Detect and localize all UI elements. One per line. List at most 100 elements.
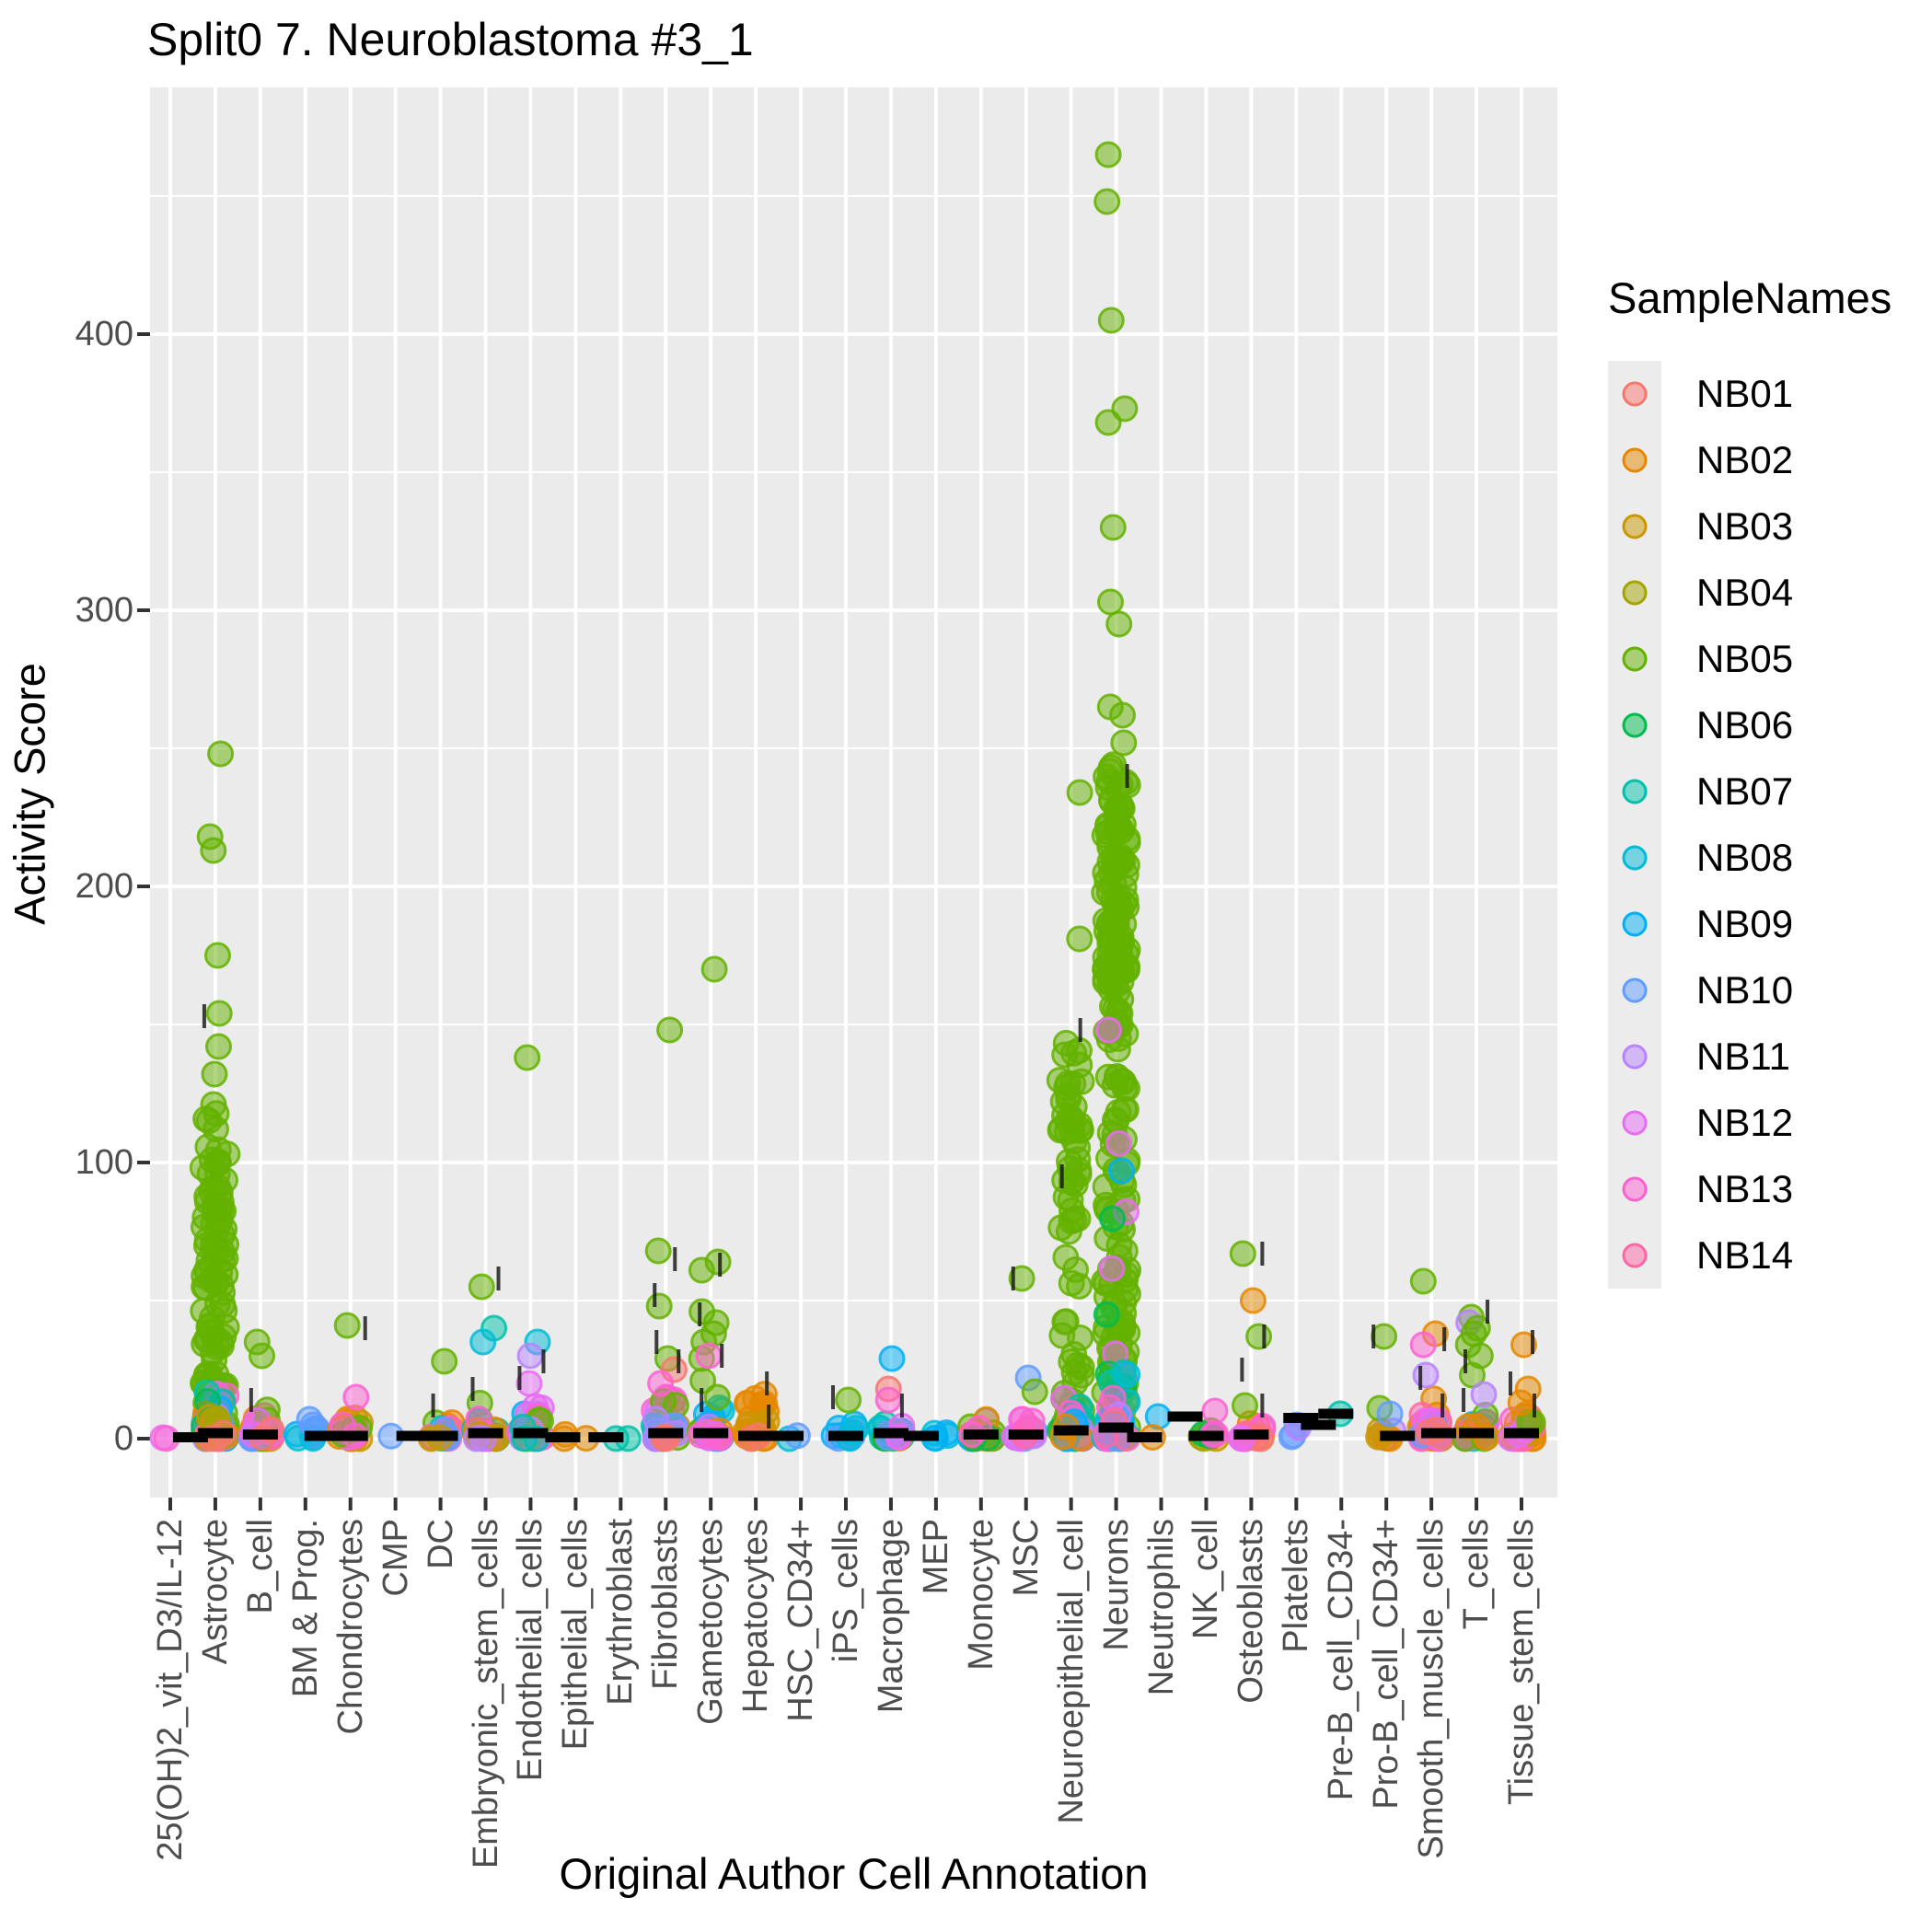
median-bar (738, 1430, 774, 1441)
legend-item-NB05: NB05 (1696, 637, 1794, 680)
data-point (342, 1383, 370, 1411)
legend-item-NB11: NB11 (1696, 1035, 1790, 1078)
median-bar (1380, 1430, 1416, 1441)
data-point (1055, 1218, 1082, 1245)
data-point (1510, 1331, 1537, 1359)
legend-item-NB09: NB09 (1696, 902, 1794, 945)
median-bar (1008, 1429, 1044, 1440)
median-bar (769, 1430, 804, 1441)
x-tick-label: DC (421, 1519, 460, 1569)
median-bar (1188, 1430, 1224, 1441)
median-bar (1504, 1428, 1539, 1439)
data-point (249, 1342, 275, 1370)
y-tick-label-200: 200 (75, 867, 133, 906)
data-point (1103, 794, 1130, 822)
data-point (205, 1033, 232, 1060)
x-tick-label: CMP (376, 1519, 415, 1597)
data-point (1470, 1381, 1498, 1408)
x-tick-label: T_cells (1457, 1519, 1497, 1630)
data-point (1103, 1064, 1130, 1092)
chart-title: Split0 7. Neuroblastoma #3_1 (147, 14, 754, 65)
median-bar (873, 1428, 908, 1439)
legend-item-NB07: NB07 (1696, 769, 1794, 813)
median-bar (1167, 1411, 1203, 1422)
data-point (1097, 588, 1124, 616)
x-tick-label: Smooth_muscle_cells (1412, 1519, 1452, 1859)
x-tick-label: Epithelial_cells (556, 1519, 596, 1751)
data-point (207, 740, 235, 768)
legend-key-dot (1622, 1176, 1648, 1202)
data-point (1066, 779, 1093, 806)
median-bar (396, 1430, 432, 1441)
x-tick-label: Neutrophils (1141, 1519, 1181, 1696)
data-point (1099, 514, 1127, 541)
data-point (1067, 1325, 1094, 1351)
median-bar (197, 1428, 233, 1439)
data-point (1054, 1107, 1082, 1135)
x-tick-label: Neuroepithelial_cell (1051, 1519, 1091, 1824)
legend-item-NB06: NB06 (1696, 703, 1794, 746)
legend-key-dot (1622, 712, 1648, 738)
data-point (688, 1256, 715, 1284)
median-bar (1053, 1425, 1089, 1436)
data-point (1201, 1397, 1229, 1425)
data-point (1095, 1016, 1123, 1044)
legend-key-dot (1622, 1243, 1648, 1268)
legend-key-dot (1622, 447, 1648, 473)
data-point (1412, 1361, 1440, 1389)
legend: SampleNames NB01 NB02 NB03 NB04 NB05 NB06 NB07… (1608, 272, 1892, 1289)
data-point (647, 1370, 675, 1397)
median-bar (173, 1432, 208, 1442)
median-bar (1421, 1428, 1457, 1439)
x-tick-label: Pre-B_cell_CD34- (1322, 1519, 1361, 1801)
legend-key-dot (1622, 845, 1648, 871)
median-bar (693, 1428, 729, 1439)
x-axis-title: Original Author Cell Annotation (559, 1849, 1149, 1898)
data-point (1105, 1129, 1133, 1157)
median-bar (513, 1428, 549, 1439)
median-bar (422, 1430, 458, 1441)
data-point (202, 1198, 229, 1226)
x-tick-label: Hepatocytes (736, 1519, 776, 1714)
data-point (1092, 859, 1119, 886)
legend-key-dot (1622, 1110, 1648, 1136)
data-point (878, 1345, 906, 1372)
x-tick-label: Erythroblast (601, 1519, 641, 1706)
data-point (200, 1266, 226, 1292)
x-tick-label: MSC (1006, 1519, 1046, 1597)
data-point (204, 942, 231, 969)
median-bar (588, 1432, 624, 1442)
data-point (431, 1348, 458, 1375)
median-bars-layer (173, 1408, 1539, 1442)
data-point (703, 1383, 731, 1411)
data-point (1094, 409, 1122, 436)
y-tick-label-400: 400 (75, 315, 133, 353)
median-bar (304, 1430, 340, 1441)
x-tick-label: Platelets (1277, 1519, 1316, 1653)
data-point (1409, 1331, 1437, 1359)
data-point (1009, 1406, 1036, 1433)
data-point (201, 1060, 228, 1088)
median-bar (1301, 1419, 1336, 1430)
legend-item-NB02: NB02 (1696, 438, 1794, 481)
x-tick-label: Astrocyte (195, 1519, 235, 1665)
x-tick-label: iPS_cells (827, 1519, 865, 1663)
legend-key-dot (1622, 1044, 1648, 1070)
legend-key-dot (1622, 646, 1648, 672)
data-point (1229, 1240, 1256, 1267)
legend-item-NB01: NB01 (1696, 372, 1794, 415)
data-point (1409, 1267, 1437, 1295)
x-tick-label: Tissue_stem_cells (1502, 1519, 1541, 1806)
data-point (1066, 925, 1093, 953)
data-point (1110, 729, 1138, 757)
data-point (1376, 1400, 1404, 1428)
data-point (645, 1292, 673, 1320)
whisker-ticks-layer (202, 764, 1536, 1429)
legend-item-NB12: NB12 (1696, 1101, 1794, 1144)
data-point (1105, 610, 1133, 638)
data-point (1021, 1378, 1048, 1406)
plot-panel (150, 87, 1557, 1498)
legend-item-NB03: NB03 (1696, 504, 1794, 548)
data-point (200, 1174, 227, 1202)
